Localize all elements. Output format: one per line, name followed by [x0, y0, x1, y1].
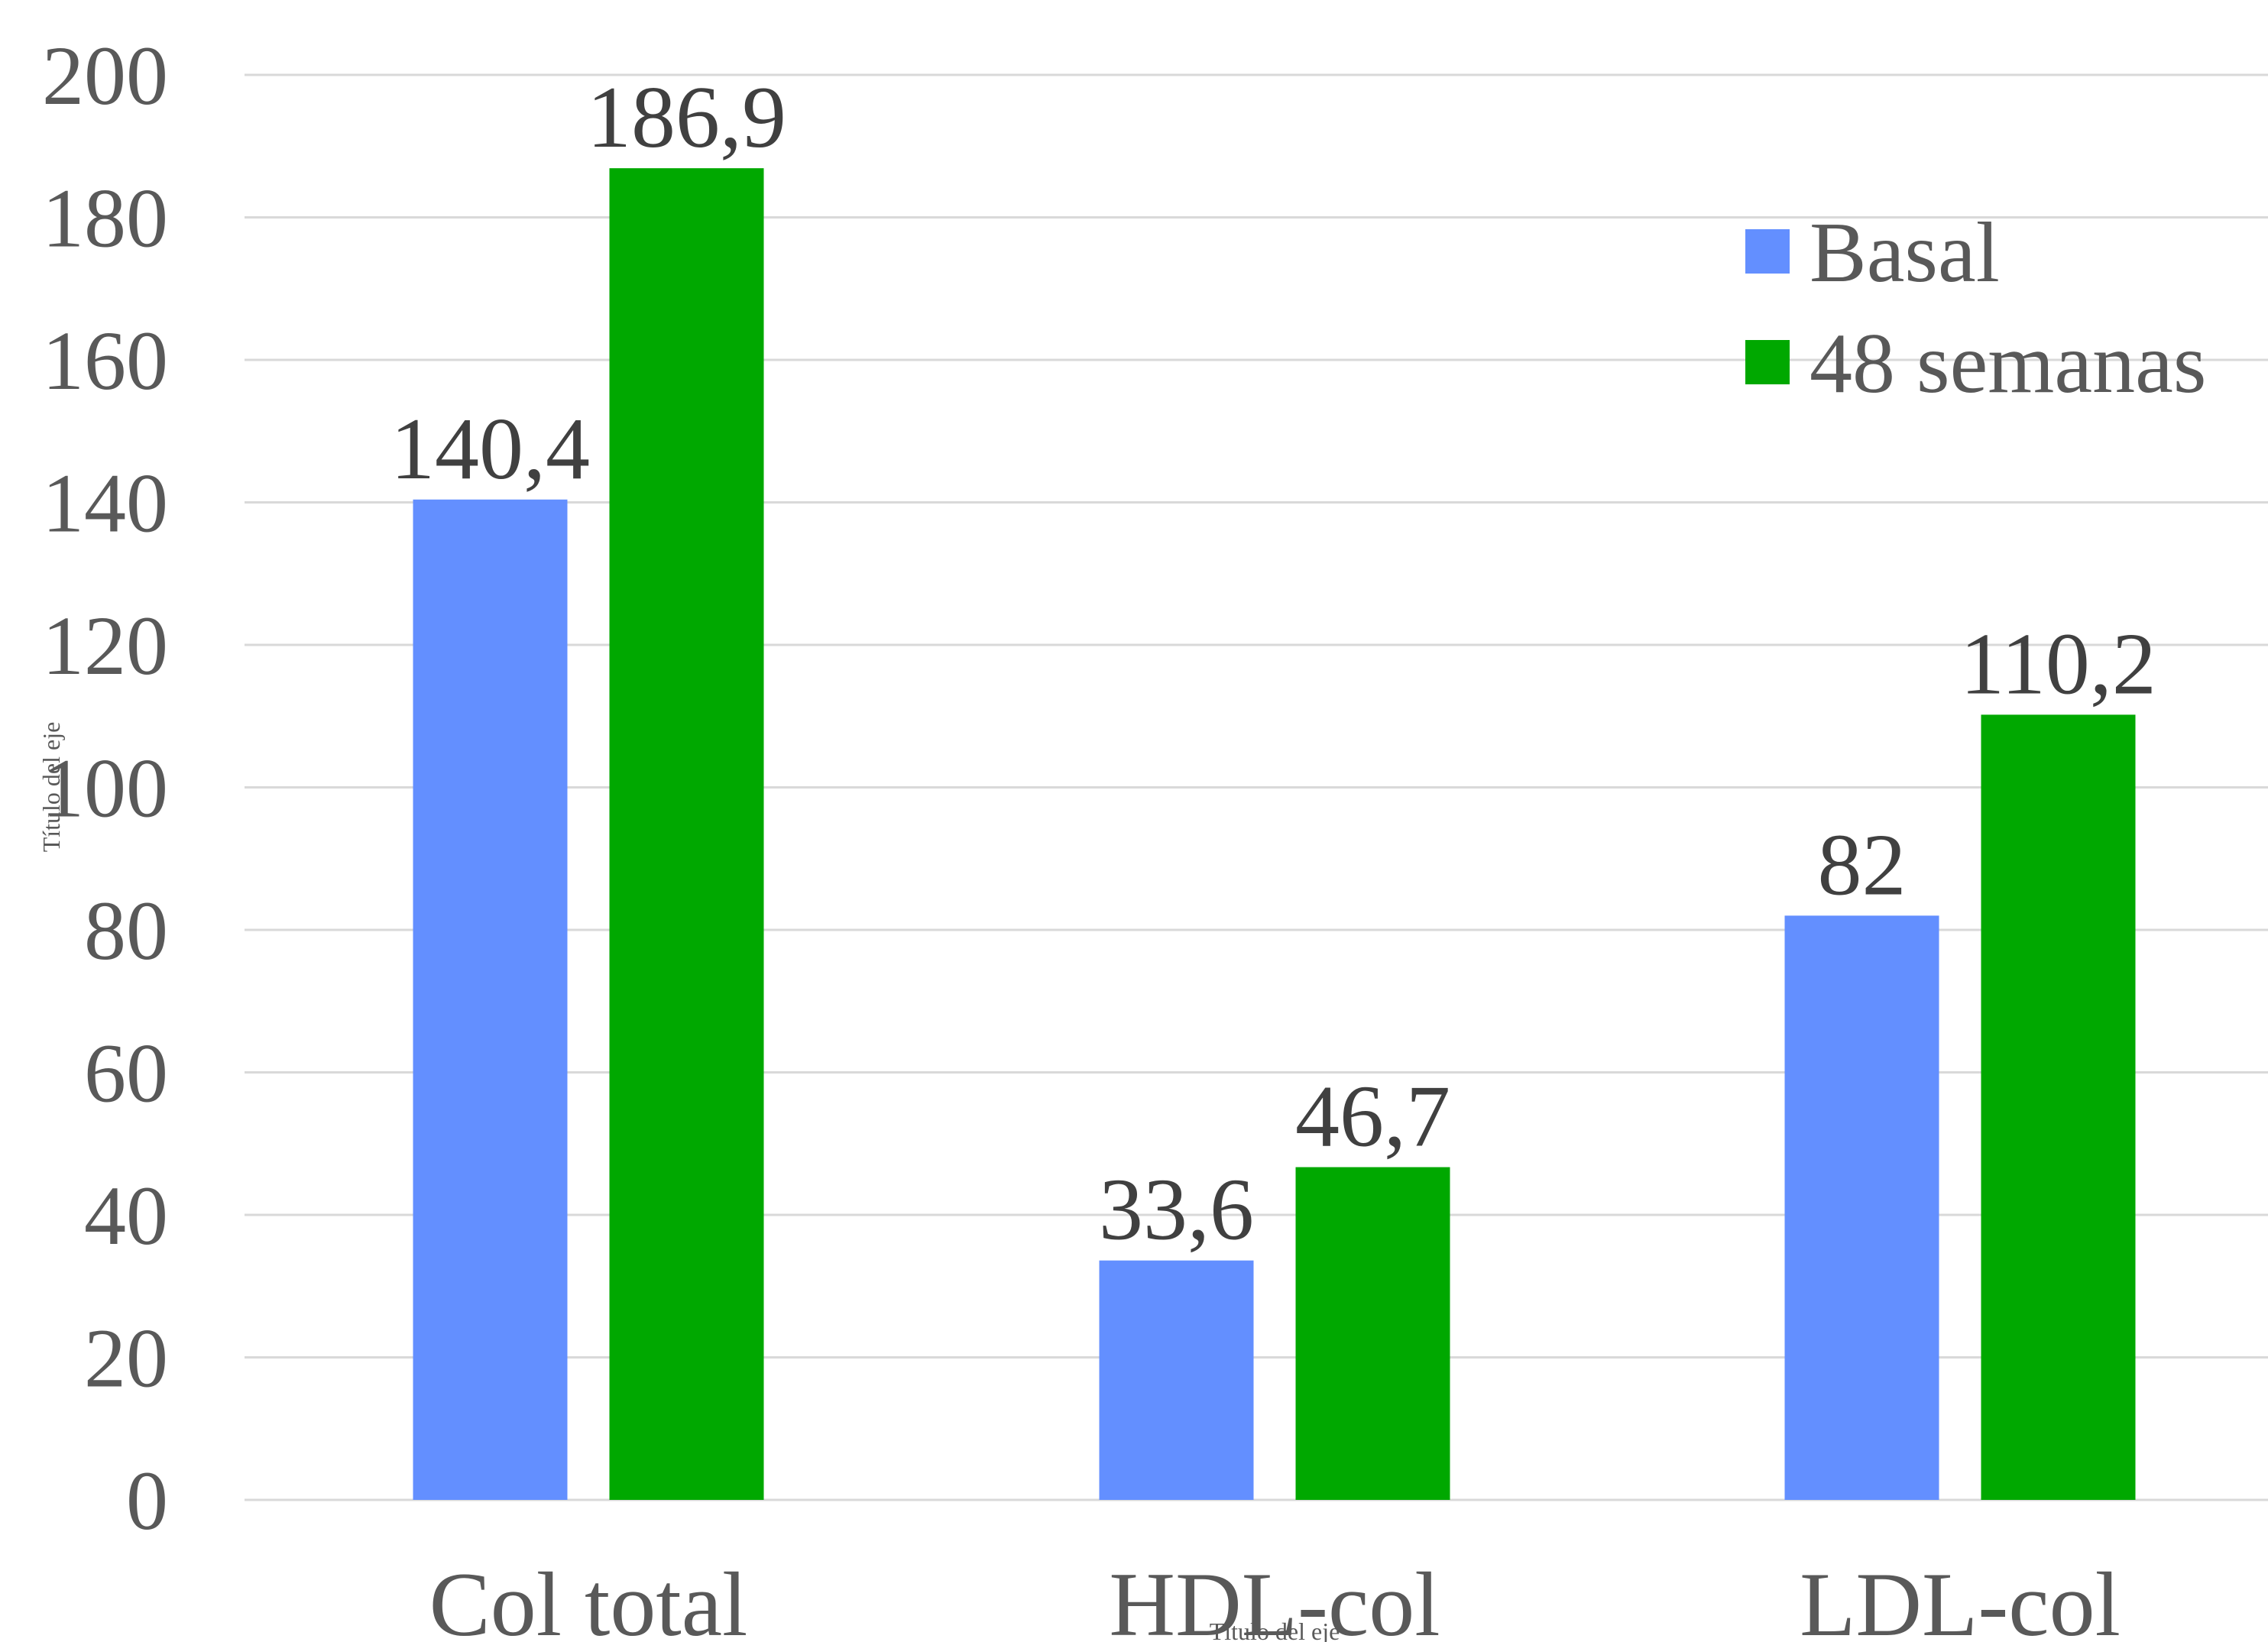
bar: [1295, 1167, 1450, 1500]
y-tick-label: 140: [42, 457, 168, 550]
data-label: 140,4: [390, 400, 590, 498]
bar: [609, 168, 764, 1501]
data-label: 110,2: [1960, 615, 2156, 713]
y-tick-label: 200: [42, 29, 168, 122]
bar: [1784, 915, 1939, 1500]
y-tick-label: 100: [42, 742, 168, 835]
y-axis-title: Título del eje: [37, 722, 65, 853]
y-tick-label: 60: [84, 1027, 168, 1120]
data-label: 46,7: [1295, 1068, 1450, 1166]
data-label: 82: [1818, 816, 1907, 914]
legend: Basal 48 semanas: [1745, 206, 2206, 411]
x-category-label: HDL-col: [1109, 1553, 1440, 1642]
y-tick-label: 20: [84, 1312, 168, 1405]
bar: [413, 499, 568, 1500]
y-tick-label: 0: [126, 1454, 168, 1547]
y-axis-ticks: 0 20 40 60 80 100 120 140 160 180 200: [42, 29, 168, 1547]
y-tick-label: 40: [84, 1169, 168, 1262]
y-tick-label: 80: [84, 884, 168, 977]
x-axis-categories: Col total HDL-col LDL-col: [429, 1553, 2121, 1642]
legend-swatch: [1745, 229, 1790, 274]
legend-label: Basal: [1810, 206, 2000, 300]
x-category-label: LDL-col: [1800, 1553, 2121, 1642]
data-label: 33,6: [1099, 1161, 1254, 1259]
x-axis-title: Título del eje: [1210, 1618, 1340, 1642]
y-tick-label: 180: [42, 172, 168, 265]
data-labels: 140,4 186,9 33,6 46,7 82 110,2: [390, 69, 2156, 1259]
y-tick-label: 160: [42, 314, 168, 407]
x-category-label: Col total: [429, 1553, 748, 1642]
bar: [1981, 714, 2136, 1500]
legend-label: 48 semanas: [1810, 316, 2206, 411]
data-label: 186,9: [587, 69, 786, 167]
gridlines: [245, 73, 2268, 1501]
bar: [1099, 1260, 1254, 1500]
bars: [413, 168, 2136, 1501]
y-tick-label: 120: [42, 599, 168, 692]
legend-swatch: [1745, 340, 1790, 384]
